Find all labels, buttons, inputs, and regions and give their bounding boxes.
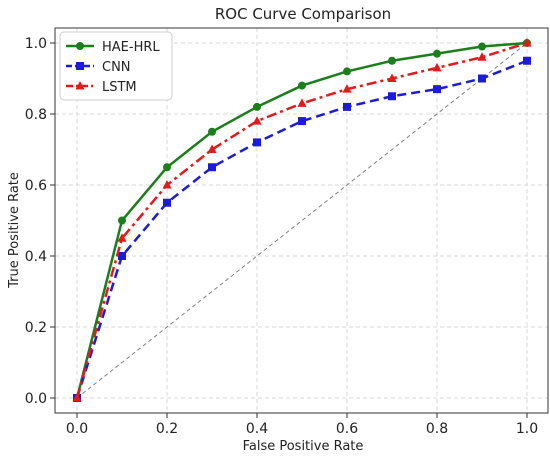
plot-frame	[54, 27, 549, 414]
legend-label-hae-hrl: HAE-HRL	[102, 40, 160, 55]
x-axis-ticks: 0.0 0.2 0.4 0.6 0.8 1.0	[66, 413, 538, 437]
y-tick-label: 0.4	[25, 249, 47, 265]
y-axis-ticks: 0.0 0.2 0.4 0.6 0.8 1.0	[25, 36, 55, 407]
x-axis-title: False Positive Rate	[243, 439, 364, 454]
data-point-hae-hrl	[388, 56, 396, 65]
y-tick-label: 0.0	[25, 391, 47, 407]
data-point-lstm	[432, 62, 442, 72]
data-point-lstm	[477, 52, 487, 61]
x-tick-label: 0.2	[156, 421, 178, 437]
y-tick-label: 1.0	[25, 36, 47, 52]
y-tick-label: 0.8	[25, 107, 47, 123]
data-point-lstm	[117, 233, 127, 242]
y-tick-label: 0.2	[25, 320, 47, 336]
x-tick-label: 0.8	[426, 421, 448, 437]
x-tick-label: 0.4	[246, 421, 268, 437]
y-tick-label: 0.6	[25, 178, 47, 194]
x-tick-label: 1.0	[516, 421, 538, 437]
data-point-cnn	[523, 56, 531, 65]
series-hae-hrl	[73, 39, 531, 402]
series-group	[72, 38, 532, 402]
legend: HAE-HRL CNN LSTM	[59, 31, 173, 101]
data-point-lstm	[297, 98, 307, 107]
x-tick-label: 0.0	[66, 421, 88, 437]
y-axis-title: True Positive Rate	[7, 172, 22, 289]
series-line-cnn	[75, 59, 528, 399]
data-point-hae-hrl	[253, 102, 261, 111]
data-point-cnn	[163, 198, 171, 207]
data-point-hae-hrl	[118, 216, 126, 225]
data-point-cnn	[208, 163, 216, 172]
data-point-cnn	[343, 102, 351, 111]
data-point-hae-hrl	[163, 163, 171, 172]
legend-label-lstm: LSTM	[102, 80, 137, 95]
legend-marker-hae-hrl	[76, 42, 84, 50]
data-point-lstm	[522, 38, 532, 47]
reference-diagonal	[76, 42, 528, 399]
data-point-hae-hrl	[343, 67, 351, 76]
data-point-lstm	[387, 73, 397, 82]
data-point-cnn	[388, 92, 396, 101]
data-point-cnn	[433, 85, 441, 94]
series-cnn	[73, 56, 531, 402]
data-point-cnn	[298, 117, 306, 126]
data-point-hae-hrl	[478, 42, 486, 51]
data-point-lstm	[162, 180, 172, 189]
data-point-hae-hrl	[433, 49, 441, 58]
data-point-lstm	[207, 144, 217, 153]
legend-label-cnn: CNN	[102, 60, 131, 75]
data-point-cnn	[118, 252, 126, 260]
legend-box	[59, 31, 173, 101]
x-tick-label: 0.6	[336, 421, 358, 437]
reference-line	[76, 42, 528, 399]
data-point-cnn	[253, 138, 261, 147]
data-point-hae-hrl	[298, 81, 306, 90]
data-point-hae-hrl	[208, 127, 216, 136]
series-lstm	[72, 38, 532, 402]
legend-marker-lstm	[75, 81, 85, 90]
data-point-lstm	[252, 116, 262, 125]
data-point-cnn	[478, 74, 486, 83]
legend-marker-cnn	[76, 62, 84, 70]
chart-title: ROC Curve Comparison	[215, 5, 391, 23]
data-point-lstm	[72, 393, 82, 402]
data-point-lstm	[342, 84, 352, 93]
